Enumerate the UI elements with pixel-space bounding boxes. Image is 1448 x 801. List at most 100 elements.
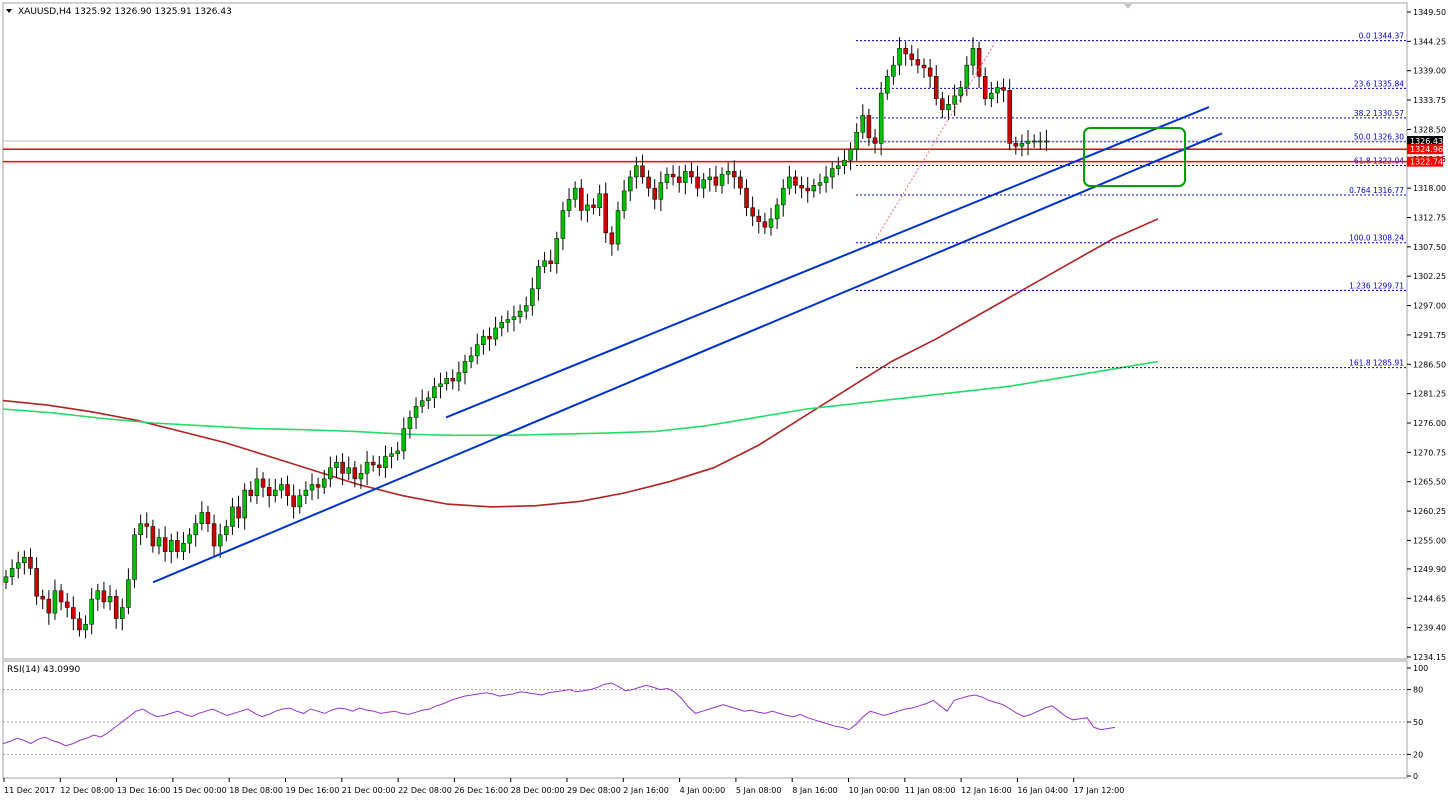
candle-body: [946, 104, 951, 111]
price-badge-label: 1324.96: [1410, 145, 1443, 154]
rsi-pane-frame: [2, 660, 1408, 779]
time-tick-label: 11 Dec 2017: [4, 786, 55, 795]
price-tick-label: 1318.00: [1413, 184, 1446, 193]
candle-body: [548, 260, 553, 264]
candle-body: [646, 176, 651, 189]
candle-body: [273, 489, 278, 496]
price-badge: [1407, 144, 1443, 155]
rsi-line: [2, 682, 1116, 747]
candle-body: [499, 322, 504, 329]
candle-body: [28, 556, 33, 569]
candle-body: [364, 461, 370, 474]
candle-body: [634, 165, 639, 178]
candle-body: [768, 218, 774, 228]
candle-body: [285, 484, 290, 496]
candle-body: [377, 464, 382, 468]
candle-body: [970, 48, 976, 66]
price-tick-label: 1302.25: [1413, 272, 1446, 281]
candle-body: [848, 148, 853, 161]
candle-body: [205, 512, 211, 524]
price-tick-label: 1286.50: [1413, 360, 1446, 369]
price-tick-label: 1281.25: [1413, 390, 1446, 399]
trendline-upper[interactable]: [445, 106, 1210, 419]
candle-body: [181, 542, 186, 552]
candle-body: [744, 187, 749, 208]
candle-body: [805, 187, 810, 192]
time-tick-label: 10 Jan 00:00: [849, 786, 900, 795]
candle-body: [787, 176, 792, 189]
candle-body: [101, 590, 107, 603]
candle-body: [107, 596, 113, 603]
candle-body: [89, 598, 94, 625]
ma-green-line: [2, 360, 1159, 437]
candle-body: [1025, 140, 1031, 144]
candle-body: [46, 598, 52, 614]
price-tick-label: 1312.75: [1413, 213, 1446, 222]
time-tick-label: 5 Jan 08:00: [736, 786, 782, 795]
time-tick-label: 4 Jan 00:00: [680, 786, 726, 795]
collapse-arrow-icon[interactable]: [6, 9, 12, 13]
candle-body: [866, 115, 872, 139]
rsi-tick-label: 20: [1413, 750, 1423, 759]
candle-body: [854, 131, 859, 150]
candle-body: [989, 92, 994, 99]
support-zone-box[interactable]: [1083, 127, 1186, 187]
candle-body: [230, 506, 235, 527]
candle-body: [719, 173, 725, 186]
ma-red-line: [2, 218, 1159, 508]
candle-body: [77, 618, 82, 631]
candle-body: [58, 590, 64, 603]
price-badge-label: 1326.43: [1410, 137, 1443, 146]
candle-body: [3, 576, 9, 583]
candle-body: [713, 176, 719, 186]
price-tick-label: 1297.00: [1413, 302, 1446, 311]
candle-body: [334, 461, 339, 468]
chart-shift-marker-icon[interactable]: [1124, 4, 1132, 9]
candle-body: [395, 450, 400, 454]
candle-body: [150, 526, 156, 547]
candle-body: [328, 467, 333, 480]
price-tick-label: 1349.50: [1413, 8, 1446, 17]
candle-body: [22, 556, 27, 564]
candle-body: [885, 76, 890, 94]
trendline-lower[interactable]: [152, 132, 1223, 584]
candle-body: [536, 266, 541, 290]
price-badge-label: 1322.74: [1410, 158, 1443, 167]
candle-body: [872, 137, 878, 144]
candle-body: [517, 310, 523, 317]
price-tick-label: 1249.90: [1413, 565, 1446, 574]
candle-body: [689, 171, 694, 178]
candle-body: [236, 506, 241, 519]
candle-body: [279, 484, 284, 491]
candle-body: [162, 537, 168, 552]
rsi-tick-label: 50: [1413, 718, 1423, 727]
candle-body: [762, 221, 768, 228]
price-tick-label: 1255.00: [1413, 536, 1446, 545]
candle-body: [468, 355, 474, 362]
candle-body: [603, 193, 609, 234]
candle-body: [505, 319, 511, 323]
candle-body: [95, 590, 101, 600]
candle-body: [438, 383, 443, 387]
candle-body: [83, 624, 88, 631]
candle-body: [193, 523, 198, 536]
candle-body: [450, 378, 456, 382]
candle-body: [34, 568, 39, 597]
candle-body: [554, 238, 560, 264]
candle-body: [432, 386, 437, 399]
rsi-tick-label: 0: [1413, 772, 1418, 781]
candle-body: [52, 590, 58, 614]
candle-body: [738, 176, 743, 189]
candle-body: [156, 537, 162, 547]
candle-body: [701, 179, 706, 189]
price-tick-label: 1291.75: [1413, 331, 1446, 340]
candle-body: [260, 478, 266, 488]
candle-body: [1013, 143, 1019, 147]
candle-body: [542, 260, 547, 267]
candle-body: [211, 523, 217, 547]
candle-body: [113, 596, 119, 619]
candle-body: [964, 64, 970, 88]
rsi-tick-label: 100: [1413, 664, 1428, 673]
fib-level-label: 100.0 1308.24: [1349, 234, 1404, 243]
price-tick-label: 1244.65: [1413, 594, 1446, 603]
